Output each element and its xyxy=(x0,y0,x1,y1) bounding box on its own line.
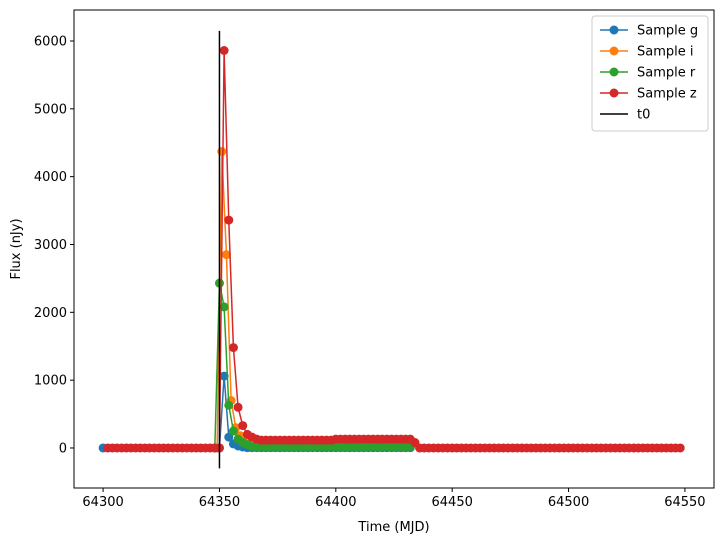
data-point xyxy=(233,402,243,412)
x-axis-label: Time (MJD) xyxy=(357,520,429,535)
legend-label: t0 xyxy=(637,108,650,123)
data-point xyxy=(238,421,248,431)
legend-marker xyxy=(609,25,619,35)
legend-marker xyxy=(609,67,619,77)
y-tick-label: 6000 xyxy=(34,34,67,49)
x-tick-label: 64450 xyxy=(432,495,473,510)
x-tick-label: 64300 xyxy=(82,495,123,510)
y-tick-label: 2000 xyxy=(34,306,67,321)
data-point xyxy=(224,400,234,410)
legend-marker xyxy=(609,46,619,56)
legend-label: Sample i xyxy=(637,45,694,60)
plot-frame xyxy=(73,9,715,489)
legend-marker xyxy=(609,88,619,98)
legend-label: Sample r xyxy=(637,66,696,81)
y-tick-label: 3000 xyxy=(34,238,67,253)
data-point xyxy=(224,432,234,442)
data-point xyxy=(219,45,229,55)
y-tick-label: 0 xyxy=(59,441,67,456)
legend-label: Sample g xyxy=(637,24,698,39)
data-point xyxy=(675,443,685,453)
series-line xyxy=(216,151,413,448)
y-tick-label: 5000 xyxy=(34,102,67,117)
data-point xyxy=(228,343,238,353)
y-tick-label: 1000 xyxy=(34,374,67,389)
data-point xyxy=(224,215,234,225)
legend-label: Sample z xyxy=(637,87,697,102)
data-point xyxy=(221,250,231,260)
x-tick-label: 64350 xyxy=(199,495,240,510)
x-tick-label: 64500 xyxy=(548,495,589,510)
data-point xyxy=(219,371,229,381)
y-tick-label: 4000 xyxy=(34,170,67,185)
data-point xyxy=(228,426,238,436)
legend-box xyxy=(591,15,709,132)
data-point xyxy=(217,147,227,157)
x-tick-label: 64400 xyxy=(315,495,356,510)
y-axis-label: Flux (nJy) xyxy=(9,218,24,279)
x-tick-label: 64550 xyxy=(664,495,705,510)
